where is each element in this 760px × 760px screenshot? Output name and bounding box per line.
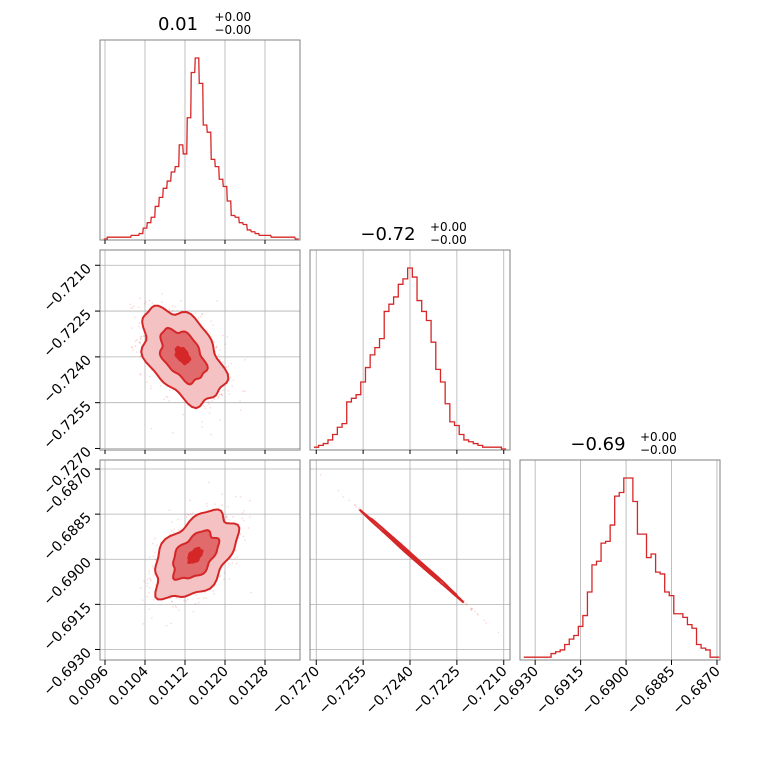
hist-param-3 xyxy=(519,459,721,661)
y-axis-param-2-tick-label-0: −0.7210 xyxy=(41,261,95,315)
hist-param-1-title-value: 0.01 xyxy=(158,14,198,35)
x-axis-param-3-tick-label-2: −0.6900 xyxy=(579,664,633,718)
hist-param-3-title: −0.69 xyxy=(570,434,625,455)
y-axis-param-3-tick-label-2: −0.6900 xyxy=(41,555,95,609)
hist-param-1-title-upper: +0.00 xyxy=(214,10,251,24)
contour-p1-p3-frame xyxy=(99,459,301,661)
contour-p1-p2 xyxy=(99,249,301,451)
x-axis-param-2-tick-label-2: −0.7240 xyxy=(363,664,417,718)
hist-param-1 xyxy=(99,39,301,241)
x-axis-param-2-tick-label-0: −0.7270 xyxy=(269,664,323,718)
contour-p1-p3-contours xyxy=(154,508,241,601)
hist-param-1-title: 0.01 xyxy=(158,14,198,35)
contour-p2-p3-contours xyxy=(358,508,465,604)
y-axis-param-3-tick-label-1: −0.6885 xyxy=(41,510,95,564)
hist-param-3-title-value: −0.69 xyxy=(570,434,625,455)
y-axis-param-2-tick-label-1: −0.7225 xyxy=(41,307,95,361)
contour-p1-p3-contour-core xyxy=(187,546,204,565)
hist-param-3-title-upper: +0.00 xyxy=(640,430,677,444)
contour-p1-p2-contour-core xyxy=(174,345,192,366)
hist-param-2-step-line xyxy=(313,267,507,450)
contour-p2-p3-contour-core xyxy=(401,546,422,565)
contour-p1-p3 xyxy=(99,459,301,661)
y-axis-param-2-tick-label-3: −0.7255 xyxy=(41,398,95,452)
y-axis-param-2-tick-label-2: −0.7240 xyxy=(41,352,95,406)
hist-param-2-title: −0.72 xyxy=(360,224,415,245)
hist-param-3-title-lower: −0.00 xyxy=(640,443,677,457)
x-axis-param-1-tick-label-1: 0.0104 xyxy=(106,663,152,709)
hist-param-1-frame xyxy=(99,39,301,241)
contour-p1-p2-contours xyxy=(140,304,230,410)
hist-param-2-title-upper: +0.00 xyxy=(430,220,467,234)
x-axis-param-1-tick-label-4: 0.0128 xyxy=(226,664,272,710)
x-axis-param-3-tick-label-4: −0.6870 xyxy=(670,664,724,718)
x-axis-param-2-tick-label-3: −0.7225 xyxy=(409,664,463,718)
y-axis-param-3-tick-label-3: −0.6915 xyxy=(41,600,95,654)
hist-param-2-title-value: −0.72 xyxy=(360,224,415,245)
x-axis-param-1-tick-label-3: 0.0120 xyxy=(186,664,232,710)
hist-param-1-title-lower: −0.00 xyxy=(214,23,251,37)
contour-p2-p3 xyxy=(309,459,511,661)
x-axis-param-1-tick-label-2: 0.0112 xyxy=(146,664,192,710)
hist-param-3-frame xyxy=(519,459,721,661)
x-axis-param-3-tick-label-3: −0.6885 xyxy=(624,664,678,718)
hist-param-2 xyxy=(309,249,511,451)
hist-param-3-step-line xyxy=(523,477,720,658)
x-axis-param-2-tick-label-1: −0.7255 xyxy=(316,664,370,718)
hist-param-2-title-lower: −0.00 xyxy=(430,233,467,247)
x-axis-param-3-tick-label-1: −0.6915 xyxy=(533,664,587,718)
contour-p1-p2-frame xyxy=(99,249,301,451)
hist-param-1-step-line xyxy=(103,57,299,240)
